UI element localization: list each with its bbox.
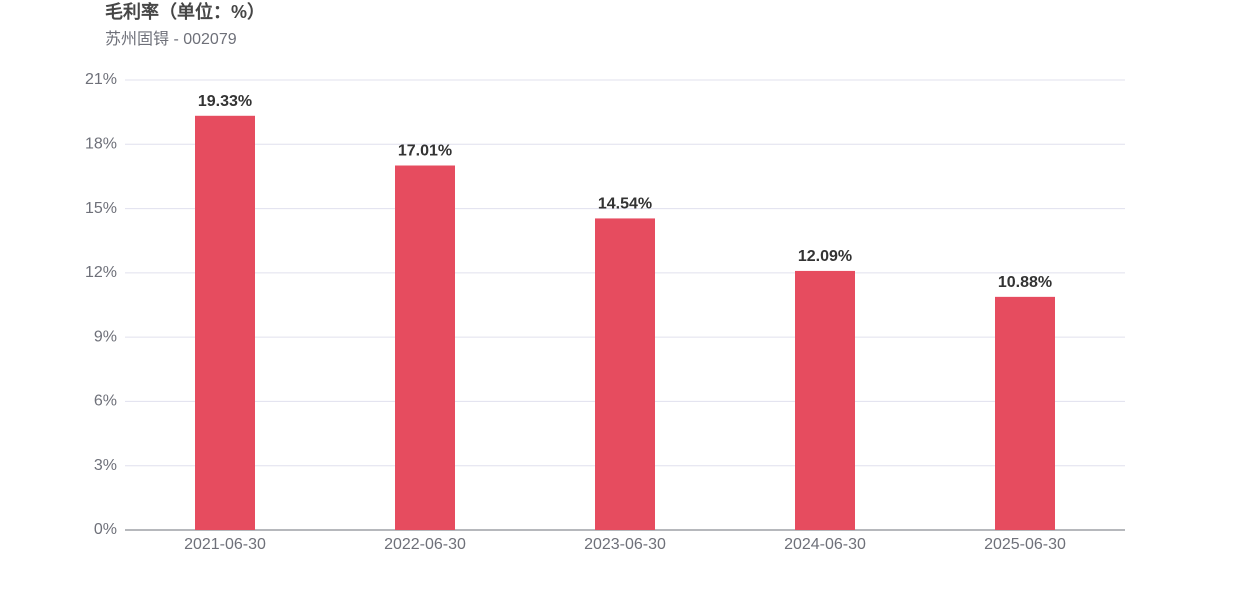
- bar: [195, 115, 255, 531]
- y-tick-label: 12%: [85, 264, 117, 281]
- y-tick-label: 0%: [94, 521, 117, 538]
- x-tick-label: 2021-06-30: [184, 536, 266, 553]
- data-label: 10.88%: [998, 274, 1052, 291]
- y-tick-label: 15%: [85, 200, 117, 217]
- data-label: 17.01%: [398, 143, 452, 160]
- x-tick-label: 2022-06-30: [384, 536, 466, 553]
- bar: [995, 296, 1055, 530]
- x-tick-label: 2023-06-30: [584, 536, 666, 553]
- y-tick-label: 18%: [85, 136, 117, 153]
- x-tick-label: 2024-06-30: [784, 536, 866, 553]
- y-tick-label: 3%: [94, 457, 117, 474]
- bar: [795, 270, 855, 530]
- x-tick-label: 2025-06-30: [984, 536, 1066, 553]
- data-label: 12.09%: [798, 248, 852, 265]
- bar: [395, 165, 455, 530]
- data-label: 19.33%: [198, 93, 252, 110]
- bar: [595, 218, 655, 530]
- chart-subtitle: 苏州固锝 - 002079: [105, 30, 237, 48]
- y-tick-label: 21%: [85, 71, 117, 88]
- data-label: 14.54%: [598, 196, 652, 213]
- y-tick-label: 6%: [94, 393, 117, 410]
- chart-title: 毛利率（单位：%）: [105, 1, 265, 22]
- y-tick-label: 9%: [94, 328, 117, 345]
